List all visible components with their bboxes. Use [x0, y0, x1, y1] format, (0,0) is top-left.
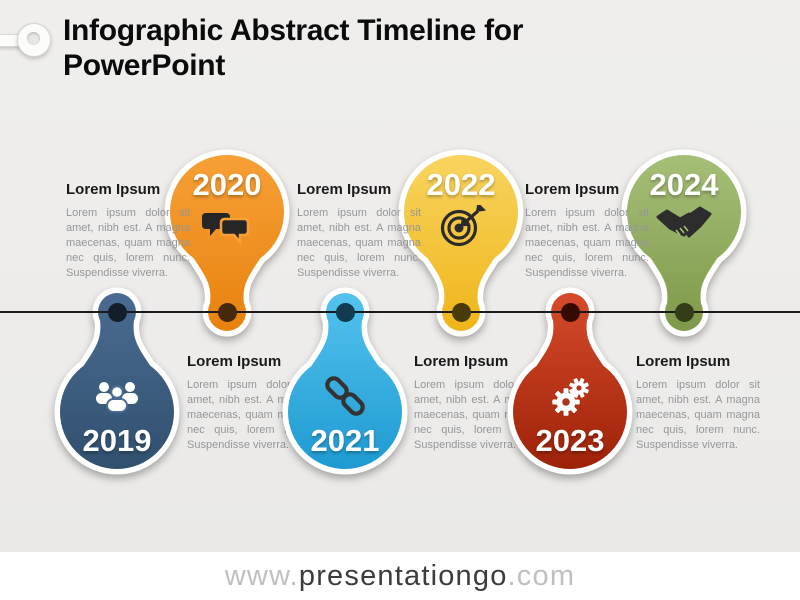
year-label: 2021 — [310, 423, 380, 458]
text-block-2023: Lorem Ipsum Lorem ipsum dolor sit amet, … — [636, 353, 760, 453]
timeline-dot-2019 — [107, 303, 127, 322]
footer-url-prefix[interactable]: www. — [224, 559, 299, 592]
footer-bar: www. presentationgo .com — [0, 552, 800, 600]
year-label: 2022 — [426, 167, 496, 202]
text-block-2021: Lorem Ipsum Lorem ipsum dolor sit amet, … — [414, 353, 538, 453]
text-block-body: Lorem ipsum dolor sit amet, nibh est. A … — [187, 379, 311, 451]
gears-icon — [552, 378, 589, 416]
text-block-body: Lorem ipsum dolor sit amet, nibh est. A … — [297, 207, 421, 279]
balloon-fill — [288, 293, 402, 469]
footer-url-suffix[interactable]: .com — [507, 559, 576, 592]
balloon-shape-2024 — [621, 149, 747, 337]
ring-decoration — [17, 23, 51, 57]
speech-bubbles-icon — [202, 213, 250, 246]
timeline-dot-2022 — [451, 303, 471, 322]
handshake-icon — [656, 206, 712, 238]
text-block-heading: Lorem Ipsum — [525, 181, 620, 198]
text-block-body: Lorem ipsum dolor sit amet, nibh est. A … — [525, 207, 649, 279]
text-block-body: Lorem ipsum dolor sit amet, nibh est. A … — [636, 379, 760, 451]
text-block-heading: Lorem Ipsum — [66, 181, 161, 198]
timeline-dot-2024 — [674, 303, 694, 322]
text-block-heading: Lorem Ipsum — [414, 353, 509, 370]
text-block-2020: Lorem Ipsum Lorem ipsum dolor sit amet, … — [66, 181, 190, 281]
text-block-heading: Lorem Ipsum — [187, 353, 282, 370]
timeline-dot-2021 — [335, 303, 355, 322]
year-label: 2023 — [535, 423, 605, 458]
people-group-icon — [96, 382, 138, 413]
text-block-body: Lorem ipsum dolor sit amet, nibh est. A … — [66, 207, 190, 279]
timeline-dot-2023 — [560, 303, 580, 322]
text-block-2024: Lorem Ipsum Lorem ipsum dolor sit amet, … — [525, 181, 649, 281]
year-label: 2019 — [82, 423, 152, 458]
balloon-shape-2020 — [164, 149, 290, 337]
target-icon — [440, 205, 486, 247]
text-block-2022: Lorem Ipsum Lorem ipsum dolor sit amet, … — [297, 181, 421, 281]
text-block-body: Lorem ipsum dolor sit amet, nibh est. A … — [414, 379, 538, 451]
timeline-dot-2020 — [217, 303, 237, 322]
timeline-line — [0, 311, 800, 313]
balloon-shape-2021 — [282, 287, 408, 475]
page-title: Infographic Abstract Timeline for PowerP… — [63, 14, 524, 82]
balloon-fill — [627, 155, 741, 331]
chain-link-icon — [325, 376, 365, 416]
footer-url-domain[interactable]: presentationgo — [298, 559, 508, 592]
text-block-heading: Lorem Ipsum — [636, 353, 731, 370]
year-label: 2020 — [192, 167, 262, 202]
balloon-fill — [170, 155, 284, 331]
year-label: 2024 — [649, 167, 719, 202]
text-block-heading: Lorem Ipsum — [297, 181, 392, 198]
balloon-fill — [513, 293, 627, 469]
text-block-2019: Lorem Ipsum Lorem ipsum dolor sit amet, … — [187, 353, 311, 453]
